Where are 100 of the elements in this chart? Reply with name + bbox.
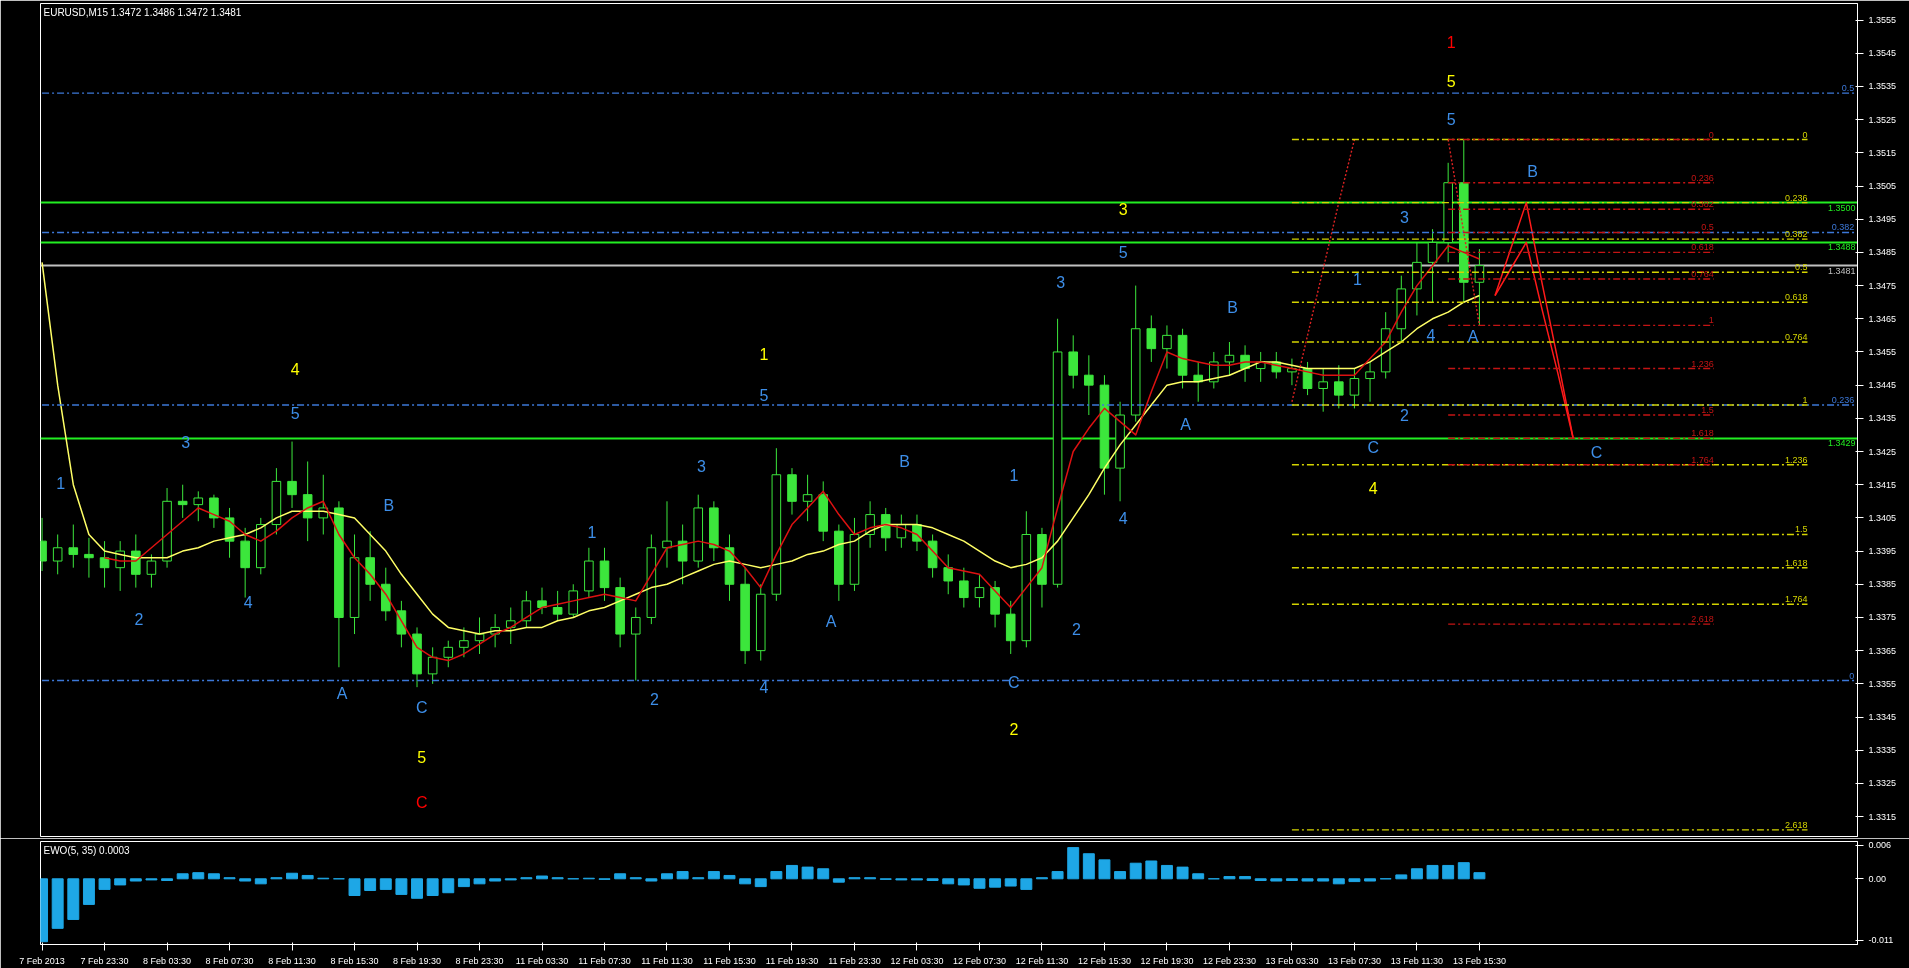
annotation: 2 xyxy=(134,611,144,629)
annotation: 1 xyxy=(1009,467,1019,485)
x-tick-label: 8 Feb 15:30 xyxy=(330,955,379,966)
y-tick-label: 1.3435 xyxy=(1868,413,1897,424)
y-tick-label: 1.3445 xyxy=(1868,380,1897,391)
ref-line-label: 1.3481 xyxy=(1827,265,1856,276)
series-label: 0 xyxy=(1849,670,1855,681)
series-label: 1.618 xyxy=(1691,428,1714,439)
y-tick-label: 1.3485 xyxy=(1868,247,1897,258)
series-label: 1.236 xyxy=(1784,454,1808,465)
y-tick-label: 1.3375 xyxy=(1868,612,1897,623)
x-tick-label: 12 Feb 11:30 xyxy=(1015,955,1069,966)
annotation: B xyxy=(899,452,910,470)
annotation: C xyxy=(415,794,428,812)
ref-line-label: 1.3500 xyxy=(1827,202,1856,213)
series-label: 0 xyxy=(1802,129,1808,140)
series-label: 1.764 xyxy=(1784,594,1808,605)
series-label: 0.236 xyxy=(1691,172,1714,183)
y-tick-label: 1.3365 xyxy=(1868,645,1897,656)
x-tick-label: 12 Feb 03:30 xyxy=(890,955,944,966)
annotation: 1 xyxy=(1446,33,1456,51)
annotation: A xyxy=(1467,327,1479,345)
series-label: 0.382 xyxy=(1784,229,1808,240)
annotation: C xyxy=(1590,444,1603,462)
annotation: B xyxy=(1527,163,1538,181)
y-tick-label: 1.3415 xyxy=(1868,479,1897,490)
annotation: B xyxy=(1227,298,1238,316)
x-tick-label: 8 Feb 23:30 xyxy=(455,955,504,966)
x-tick-label: 11 Feb 07:30 xyxy=(578,955,631,966)
series-label: 0.618 xyxy=(1784,292,1808,303)
y-tick-label: 0.00 xyxy=(1868,873,1887,884)
annotation: 2 xyxy=(1399,407,1409,425)
series-label: 1.5 xyxy=(1794,524,1808,535)
series-label: 0.5 xyxy=(1841,83,1855,94)
annotation: A xyxy=(825,612,837,630)
chart-title: EURUSD,M15 1.3472 1.3486 1.3472 1.3481 xyxy=(43,6,242,18)
annotation: 5 xyxy=(1446,72,1456,90)
series-label: 2.618 xyxy=(1691,614,1714,625)
y-tick-label: 1.3405 xyxy=(1868,512,1897,523)
annotation: 4 xyxy=(759,678,769,696)
x-tick-label: 11 Feb 11:30 xyxy=(641,955,693,966)
x-tick-label: 12 Feb 15:30 xyxy=(1077,955,1131,966)
y-tick-label: -0.011 xyxy=(1868,935,1894,946)
x-tick-label: 11 Feb 23:30 xyxy=(828,955,881,966)
series-label: 0.236 xyxy=(1784,192,1808,203)
annotation: 1 xyxy=(1353,270,1363,288)
annotation: 3 xyxy=(1399,209,1409,227)
annotation: 5 xyxy=(759,387,769,405)
series-label: 0 xyxy=(1708,129,1714,140)
annotation: C xyxy=(415,698,428,716)
series-label: 1.764 xyxy=(1691,454,1714,465)
annotation: 4 xyxy=(1118,509,1128,527)
annotation: 4 xyxy=(1368,480,1378,498)
y-tick-label: 1.3495 xyxy=(1868,214,1897,225)
y-tick-label: 1.3335 xyxy=(1868,745,1897,756)
series-label: 0.236 xyxy=(1831,395,1855,406)
y-tick-label: 1.3545 xyxy=(1868,48,1897,59)
x-tick-label: 11 Feb 03:30 xyxy=(515,955,569,966)
annotation: 3 xyxy=(696,458,706,476)
annotation: 3 xyxy=(1056,274,1066,292)
annotation: 2 xyxy=(1009,721,1019,739)
y-tick-label: 1.3525 xyxy=(1868,114,1897,125)
x-tick-label: 13 Feb 03:30 xyxy=(1265,955,1319,966)
series-label: 1 xyxy=(1708,315,1714,326)
series-label: 2.618 xyxy=(1784,819,1808,830)
series-label: 1.618 xyxy=(1784,557,1808,568)
series-label: 1.236 xyxy=(1691,358,1714,369)
series-label: 0.382 xyxy=(1831,222,1855,233)
y-tick-label: 1.3315 xyxy=(1868,811,1897,822)
annotation: 4 xyxy=(1426,326,1436,344)
series-label: 1 xyxy=(1802,395,1808,406)
annotation: A xyxy=(336,685,348,703)
annotation: 5 xyxy=(417,748,427,766)
y-tick-label: 1.3345 xyxy=(1868,712,1897,723)
series-label: 0.764 xyxy=(1784,332,1808,343)
x-tick-label: 11 Feb 15:30 xyxy=(703,955,756,966)
x-tick-label: 8 Feb 19:30 xyxy=(393,955,442,966)
x-tick-label: 11 Feb 19:30 xyxy=(765,955,819,966)
annotation: 1 xyxy=(587,523,597,541)
annotation: C xyxy=(1367,438,1379,456)
annotation: 5 xyxy=(290,405,300,423)
y-tick-label: 0.006 xyxy=(1868,840,1892,851)
y-tick-label: 1.3385 xyxy=(1868,579,1897,590)
annotation: 3 xyxy=(1118,201,1128,219)
series-label: 0.5 xyxy=(1701,222,1714,233)
y-tick-label: 1.3555 xyxy=(1868,15,1897,26)
series-label: 0.618 xyxy=(1691,242,1714,253)
x-tick-label: 7 Feb 2013 xyxy=(19,955,65,966)
x-tick-label: 12 Feb 23:30 xyxy=(1202,955,1256,966)
annotation: 1 xyxy=(56,475,66,493)
x-tick-label: 8 Feb 11:30 xyxy=(268,955,316,966)
annotation: 2 xyxy=(650,690,660,708)
annotation: 2 xyxy=(1071,621,1081,639)
annotation: 5 xyxy=(1118,244,1128,262)
x-tick-label: 13 Feb 11:30 xyxy=(1390,955,1444,966)
y-tick-label: 1.3475 xyxy=(1868,280,1897,291)
chart-title: EWO(5, 35) 0.0003 xyxy=(43,844,131,856)
x-tick-label: 8 Feb 07:30 xyxy=(205,955,254,966)
y-tick-label: 1.3515 xyxy=(1868,147,1897,158)
x-tick-label: 8 Feb 03:30 xyxy=(143,955,192,966)
